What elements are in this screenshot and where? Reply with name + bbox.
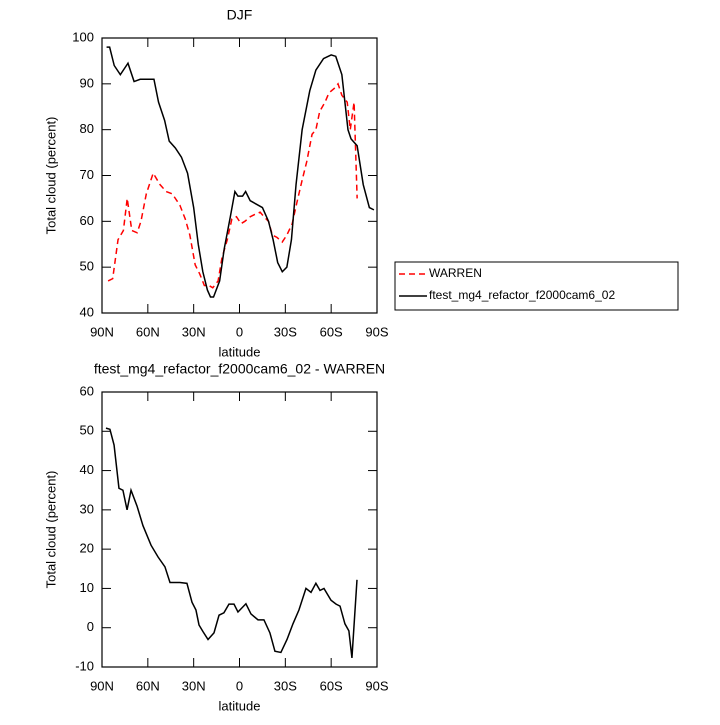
data-line bbox=[105, 427, 358, 659]
y-tick-label: 100 bbox=[72, 29, 94, 44]
y-tick-label: 50 bbox=[80, 259, 94, 274]
x-tick-label: 60N bbox=[136, 324, 160, 339]
data-line bbox=[106, 46, 375, 298]
data-line bbox=[107, 82, 358, 289]
x-tick-label: 0 bbox=[236, 324, 243, 339]
plot-frame bbox=[101, 391, 378, 668]
y-tick-label: 50 bbox=[80, 423, 94, 438]
plot-frame bbox=[101, 37, 378, 314]
y-tick-label: 30 bbox=[80, 501, 94, 516]
legend-label: WARREN bbox=[429, 266, 482, 280]
y-tick-label: 60 bbox=[80, 383, 94, 398]
x-tick-label: 90N bbox=[90, 324, 114, 339]
x-axis-label: latitude bbox=[219, 698, 261, 713]
x-tick-label: 90S bbox=[365, 324, 388, 339]
x-tick-label: 90S bbox=[365, 678, 388, 693]
x-tick-label: 30S bbox=[274, 324, 297, 339]
y-tick-label: 0 bbox=[87, 619, 94, 634]
legend-label: ftest_mg4_refactor_f2000cam6_02 bbox=[429, 288, 615, 302]
y-tick-label: 20 bbox=[80, 541, 94, 556]
y-axis-label: Total cloud (percent) bbox=[43, 471, 58, 589]
y-tick-label: 40 bbox=[80, 304, 94, 319]
y-axis-label: Total cloud (percent) bbox=[43, 117, 58, 235]
chart-title: DJF bbox=[227, 7, 253, 23]
chart-title: ftest_mg4_refactor_f2000cam6_02 - WARREN bbox=[94, 361, 385, 377]
x-tick-label: 0 bbox=[236, 678, 243, 693]
x-axis-label: latitude bbox=[219, 344, 261, 359]
y-tick-label: 10 bbox=[80, 580, 94, 595]
y-tick-label: -10 bbox=[75, 658, 94, 673]
x-tick-label: 60N bbox=[136, 678, 160, 693]
y-tick-label: 80 bbox=[80, 121, 94, 136]
y-tick-label: 60 bbox=[80, 213, 94, 228]
x-tick-label: 30N bbox=[182, 324, 206, 339]
x-tick-label: 60S bbox=[320, 678, 343, 693]
y-tick-label: 90 bbox=[80, 75, 94, 90]
x-tick-label: 90N bbox=[90, 678, 114, 693]
x-tick-label: 30S bbox=[274, 678, 297, 693]
y-tick-label: 40 bbox=[80, 462, 94, 477]
x-tick-label: 30N bbox=[182, 678, 206, 693]
legend-box bbox=[394, 261, 679, 311]
y-tick-label: 70 bbox=[80, 167, 94, 182]
x-tick-label: 60S bbox=[320, 324, 343, 339]
